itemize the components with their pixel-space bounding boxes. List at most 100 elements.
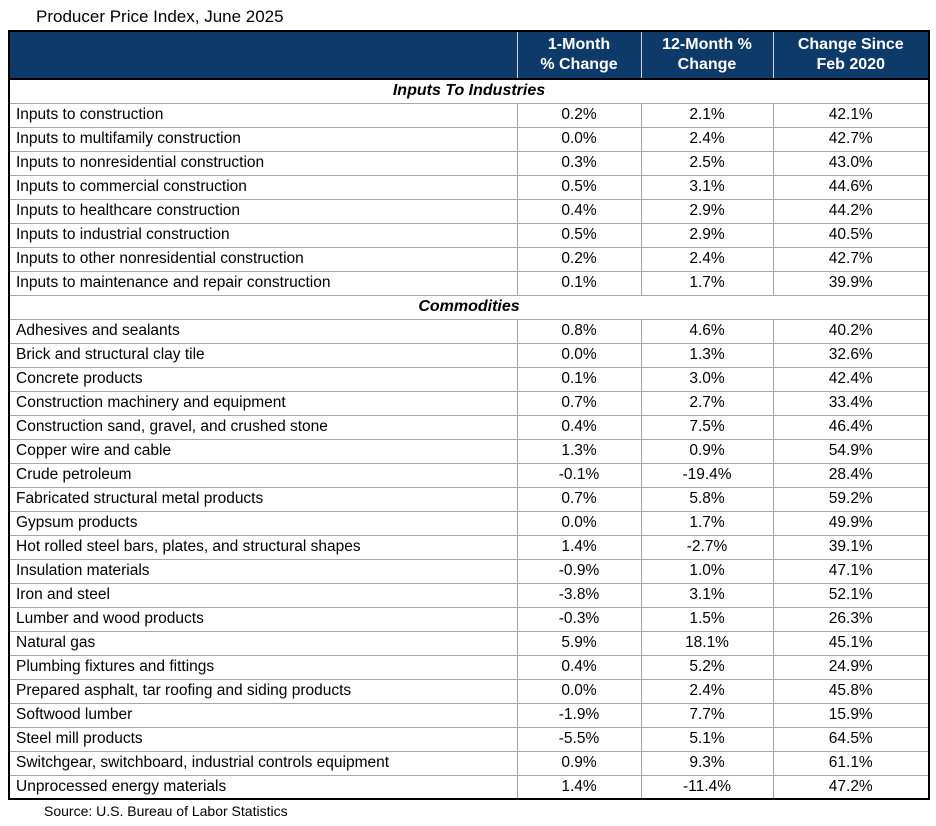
value-cell: 4.6% [640, 318, 774, 344]
row-label: Plumbing fixtures and fittings [8, 654, 518, 680]
table-row: Inputs to other nonresidential construct… [8, 246, 930, 272]
table-row: Softwood lumber -1.9% 7.7% 15.9% [8, 702, 930, 728]
table-row: Natural gas 5.9% 18.1% 45.1% [8, 630, 930, 656]
value-cell: 2.7% [640, 390, 774, 416]
value-cell: 45.1% [772, 630, 930, 656]
value-cell: 5.8% [640, 486, 774, 512]
value-cell: -0.1% [516, 462, 642, 488]
section-title: Commodities [8, 294, 930, 320]
row-label: Concrete products [8, 366, 518, 392]
table-row: Inputs to multifamily construction 0.0% 2.… [8, 126, 930, 152]
value-cell: 18.1% [640, 630, 774, 656]
section-title: Inputs To Industries [8, 78, 930, 104]
header-cell-since-feb2020: Change Since Feb 2020 [773, 31, 929, 80]
value-cell: 15.9% [772, 702, 930, 728]
value-cell: 49.9% [772, 510, 930, 536]
table-row: Inputs to nonresidential construction 0.3… [8, 150, 930, 176]
value-cell: 5.2% [640, 654, 774, 680]
value-cell: 0.0% [516, 342, 642, 368]
row-label: Iron and steel [8, 582, 518, 608]
table-row: Lumber and wood products -0.3% 1.5% 26.3% [8, 606, 930, 632]
value-cell: -19.4% [640, 462, 774, 488]
table-row: Inputs to maintenance and repair constru… [8, 270, 930, 296]
value-cell: 61.1% [772, 750, 930, 776]
table-row: Gypsum products 0.0% 1.7% 49.9% [8, 510, 930, 536]
row-label: Crude petroleum [8, 462, 518, 488]
value-cell: -2.7% [640, 534, 774, 560]
table-row: Fabricated structural metal products 0.7%… [8, 486, 930, 512]
value-cell: 44.2% [772, 198, 930, 224]
row-label: Inputs to industrial construction [8, 222, 518, 248]
value-cell: -3.8% [516, 582, 642, 608]
table-row: Brick and structural clay tile 0.0% 1.3% 32… [8, 342, 930, 368]
row-label: Inputs to commercial construction [8, 174, 518, 200]
value-cell: 54.9% [772, 438, 930, 464]
value-cell: 0.5% [516, 174, 642, 200]
value-cell: 0.4% [516, 654, 642, 680]
table-row: Unprocessed energy materials 1.4% -11.4% 47… [8, 774, 930, 800]
value-cell: 2.1% [640, 102, 774, 128]
value-cell: 59.2% [772, 486, 930, 512]
row-label: Steel mill products [8, 726, 518, 752]
header-row: 1-Month % Change 12-Month % Change Chang… [9, 31, 929, 80]
value-cell: 7.7% [640, 702, 774, 728]
table-row: Concrete products 0.1% 3.0% 42.4% [8, 366, 930, 392]
value-cell: 0.3% [516, 150, 642, 176]
value-cell: 2.4% [640, 126, 774, 152]
value-cell: 1.4% [516, 534, 642, 560]
value-cell: 0.1% [516, 270, 642, 296]
value-cell: -0.3% [516, 606, 642, 632]
value-cell: 46.4% [772, 414, 930, 440]
value-cell: 0.2% [516, 246, 642, 272]
row-label: Inputs to construction [8, 102, 518, 128]
row-label: Inputs to maintenance and repair constru… [8, 270, 518, 296]
ppi-table-page: Producer Price Index, June 2025 1-Month … [0, 7, 936, 826]
value-cell: 2.5% [640, 150, 774, 176]
row-label: Softwood lumber [8, 702, 518, 728]
value-cell: 26.3% [772, 606, 930, 632]
value-cell: 1.3% [640, 342, 774, 368]
page-title: Producer Price Index, June 2025 [36, 7, 284, 26]
header-since-line1: Change Since [797, 36, 904, 53]
value-cell: 2.4% [640, 678, 774, 704]
value-cell: 7.5% [640, 414, 774, 440]
value-cell: 39.9% [772, 270, 930, 296]
value-cell: 47.1% [772, 558, 930, 584]
row-label: Hot rolled steel bars, plates, and struc… [8, 534, 518, 560]
value-cell: 0.4% [516, 414, 642, 440]
table-row: Inputs to commercial construction 0.5% 3.1… [8, 174, 930, 200]
table-row: Inputs to industrial construction 0.5% 2.9… [8, 222, 930, 248]
table-row: Iron and steel -3.8% 3.1% 52.1% [8, 582, 930, 608]
row-label: Lumber and wood products [8, 606, 518, 632]
header-since-line2: Feb 2020 [816, 56, 885, 73]
row-label: Construction sand, gravel, and crushed s… [8, 414, 518, 440]
value-cell: 32.6% [772, 342, 930, 368]
value-cell: 1.5% [640, 606, 774, 632]
value-cell: 40.2% [772, 318, 930, 344]
table-row: Construction sand, gravel, and crushed s… [8, 414, 930, 440]
header-cell-1month: 1-Month % Change [517, 31, 642, 80]
value-cell: 47.2% [772, 774, 930, 800]
section-header-row: Inputs To Industries [8, 78, 930, 104]
row-label: Switchgear, switchboard, industrial cont… [8, 750, 518, 776]
row-label: Inputs to nonresidential construction [8, 150, 518, 176]
table-row: Construction machinery and equipment 0.7%… [8, 390, 930, 416]
row-label: Adhesives and sealants [8, 318, 518, 344]
header-cell-12month: 12-Month % Change [641, 31, 774, 80]
value-cell: 0.8% [516, 318, 642, 344]
value-cell: 0.7% [516, 390, 642, 416]
row-label: Construction machinery and equipment [8, 390, 518, 416]
row-label: Inputs to healthcare construction [8, 198, 518, 224]
section-header-row: Commodities [8, 294, 930, 320]
row-label: Brick and structural clay tile [8, 342, 518, 368]
value-cell: 43.0% [772, 150, 930, 176]
row-label: Fabricated structural metal products [8, 486, 518, 512]
value-cell: 0.0% [516, 510, 642, 536]
value-cell: 45.8% [772, 678, 930, 704]
row-label: Copper wire and cable [8, 438, 518, 464]
row-label: Inputs to multifamily construction [8, 126, 518, 152]
table-row: Hot rolled steel bars, plates, and struc… [8, 534, 930, 560]
value-cell: 3.0% [640, 366, 774, 392]
value-cell: 5.9% [516, 630, 642, 656]
value-cell: 1.0% [640, 558, 774, 584]
